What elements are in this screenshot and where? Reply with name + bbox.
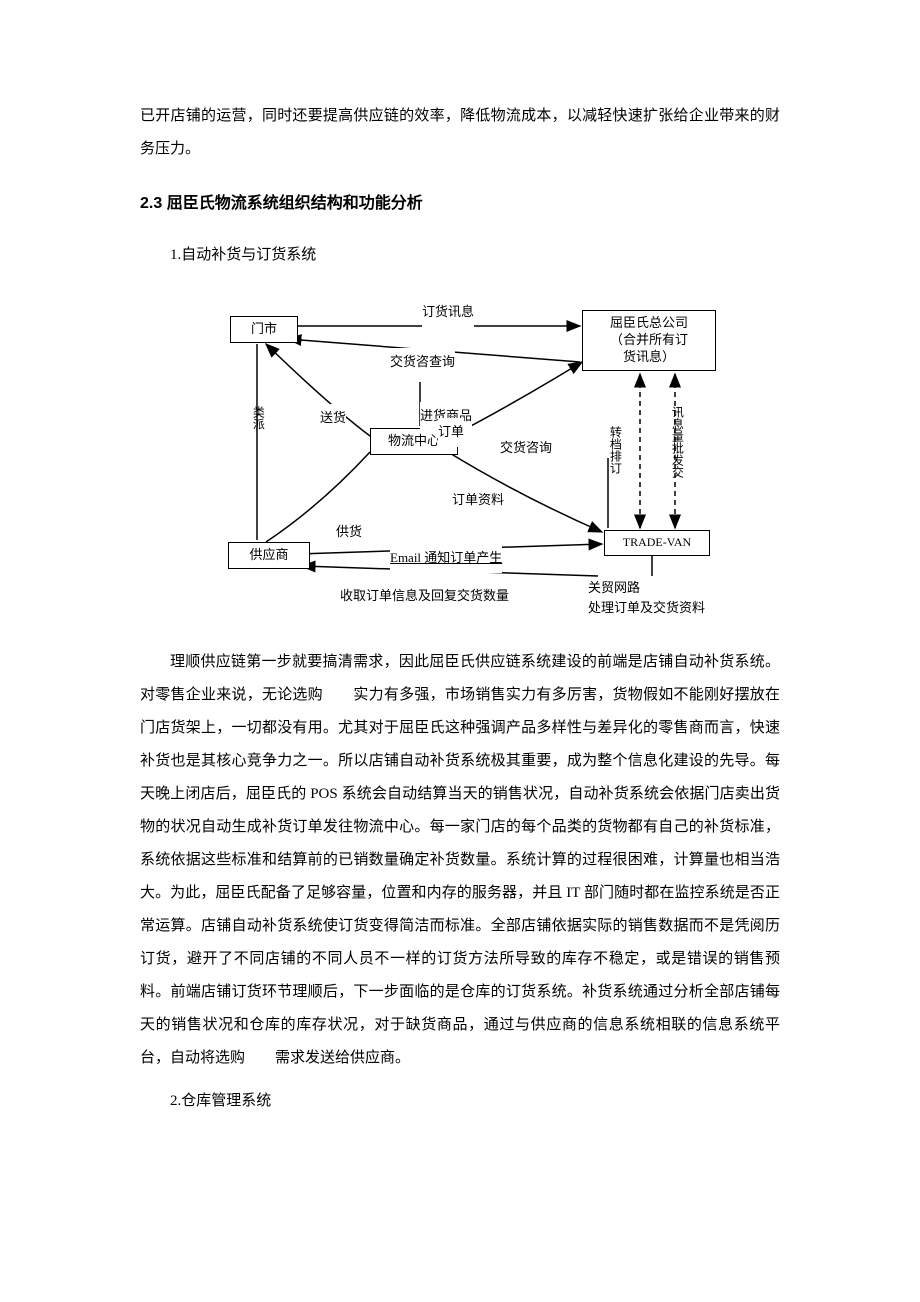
label-supply: 供货	[336, 518, 362, 547]
label-vert-r1: 转档排订	[602, 426, 628, 474]
label-order-data: 订单资料	[452, 486, 504, 515]
main-paragraph: 理顺供应链第一步就要搞清需求，因此屈臣氏供应链系统建设的前端是店铺自动补货系统。…	[140, 646, 780, 1075]
node-hq: 屈臣氏总公司 （合并所有订 货讯息）	[582, 310, 716, 371]
label-email-notice: Email 通知订单产生	[390, 544, 502, 573]
lead-paragraph: 已开店铺的运营，同时还要提高供应链的效率，降低物流成本，以减轻快速扩张给企业带来…	[140, 100, 780, 166]
label-receive-order: 收取订单信息及回复交货数量	[340, 582, 509, 611]
sub-heading-2: 2.仓库管理系统	[140, 1085, 780, 1118]
node-gateway: 关贸网路 处理订单及交货资料	[588, 578, 705, 617]
label-order-info: 订货讯息	[422, 298, 474, 327]
label-order: 订单	[438, 418, 464, 447]
flowchart-diagram: 门市 屈臣氏总公司 （合并所有订 货讯息） 物流中心 供应商 TRADE-VAN…	[190, 286, 730, 626]
label-send-goods: 送货	[320, 404, 346, 433]
section-heading: 2.3 屈臣氏物流系统组织结构和功能分析	[140, 186, 780, 221]
node-tradevan: TRADE-VAN	[604, 530, 710, 556]
label-delivery-consult: 交货咨询	[500, 434, 552, 463]
label-delivery-query: 交货咨查询	[390, 348, 455, 377]
label-vert-r2: 讯息量批发交	[664, 406, 690, 478]
node-supplier: 供应商	[228, 542, 310, 569]
page-content: 已开店铺的运营，同时还要提高供应链的效率，降低物流成本，以减轻快速扩张给企业带来…	[0, 0, 920, 1192]
sub-heading-1: 1.自动补货与订货系统	[140, 239, 780, 272]
label-vert-left: 类派	[245, 406, 271, 430]
diagram-container: 门市 屈臣氏总公司 （合并所有订 货讯息） 物流中心 供应商 TRADE-VAN…	[190, 286, 730, 626]
node-store: 门市	[230, 316, 298, 343]
